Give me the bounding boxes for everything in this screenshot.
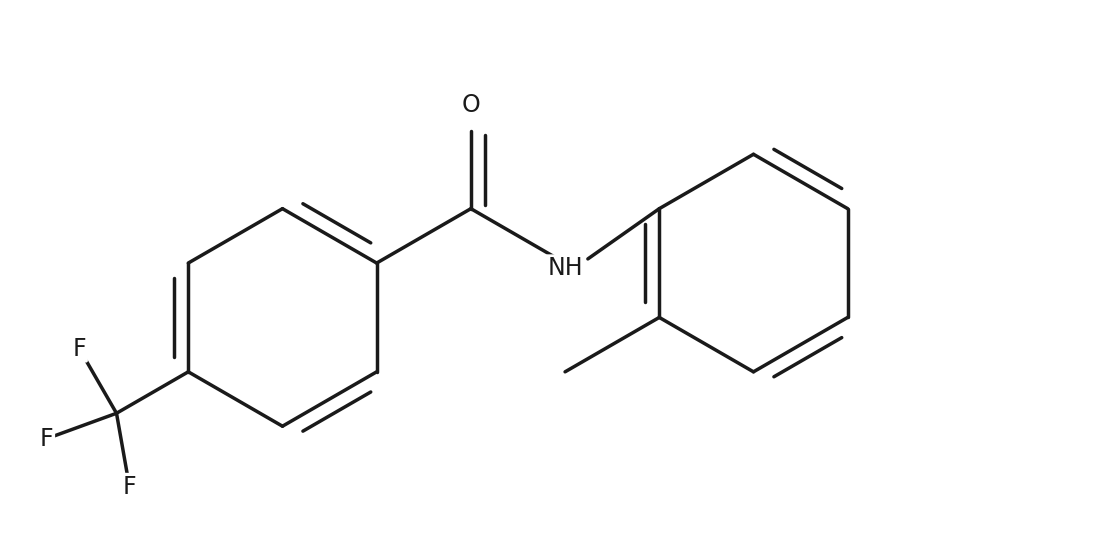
Text: F: F — [123, 475, 136, 498]
Text: F: F — [40, 427, 53, 451]
Text: O: O — [461, 93, 480, 117]
Text: NH: NH — [547, 256, 583, 280]
Text: F: F — [72, 337, 86, 360]
